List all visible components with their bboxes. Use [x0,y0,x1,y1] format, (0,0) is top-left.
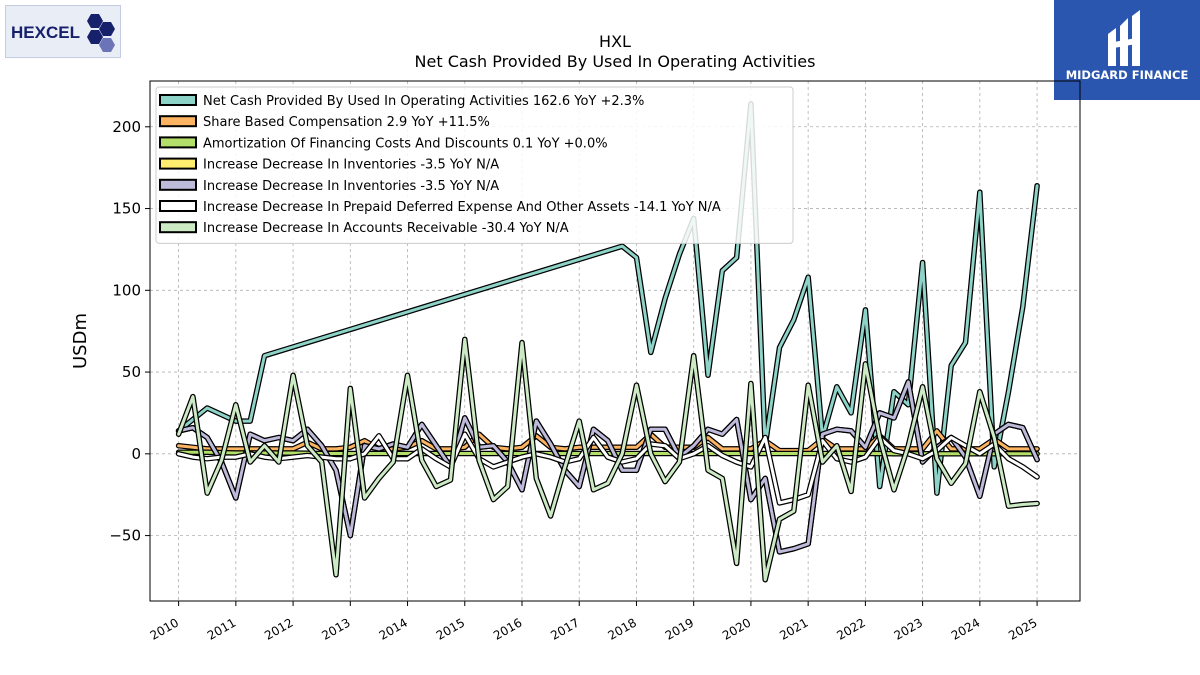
x-tick-label: 2025 [1006,615,1039,642]
x-tick-label: 2019 [663,615,696,642]
series-line-4 [177,380,1039,554]
hexagon-cluster-icon [87,14,115,52]
legend-entry: Increase Decrease In Accounts Receivable… [203,221,569,236]
x-tick-label: 2018 [606,615,639,642]
legend: Net Cash Provided By Used In Operating A… [155,86,794,244]
legend-swatch [159,200,197,212]
x-tick-label: 2022 [834,615,867,642]
y-tick-label: 0 [131,445,141,463]
legend-entry: Increase Decrease In Inventories -3.5 Yo… [203,179,499,194]
chart-subtitle: Net Cash Provided By Used In Operating A… [414,52,816,71]
x-tick-label: 2015 [434,615,467,642]
y-tick-label: 200 [112,118,141,136]
x-tick-label: 2016 [491,615,524,642]
y-tick-label: −50 [109,527,141,545]
y-tick-label: 100 [112,281,141,299]
legend-entry: Amortization Of Financing Costs And Disc… [203,136,608,151]
legend-box [155,86,794,244]
plot-border [149,80,1081,602]
legend-swatch [159,178,197,191]
legend-entry: Increase Decrease In Prepaid Deferred Ex… [203,200,721,215]
x-tick-label: 2023 [892,615,925,642]
x-tick-label: 2024 [949,615,982,642]
series-line-0 [177,102,1039,495]
legend-swatch [159,221,197,234]
x-tick-label: 2014 [377,615,410,642]
legend-swatch [159,157,197,170]
x-tick-label: 2013 [319,615,352,642]
x-tick-label: 2017 [548,615,581,642]
legend-entry: Increase Decrease In Inventories -3.5 Yo… [203,158,499,173]
chart-title: HXL [599,32,631,51]
midgard-finance-logo: MIDGARD FINANCE [1054,0,1200,100]
x-tick-label: 2010 [148,615,181,642]
y-axis-label: USDm [70,313,91,369]
legend-swatch [159,115,197,128]
legend-swatch [159,94,197,106]
x-tick-label: 2012 [262,615,295,642]
x-tick-label: 2020 [720,615,753,642]
hexcel-logo: HEXCEL [5,5,121,58]
legend-entry: Net Cash Provided By Used In Operating A… [203,94,644,109]
midgard-logo-text: MIDGARD FINANCE [1065,68,1189,82]
hexcel-logo-text: HEXCEL [11,23,80,42]
legend-swatch [159,136,197,149]
series-line-6 [177,337,1039,582]
x-tick-label: 2011 [205,615,238,642]
y-tick-label: 50 [122,363,141,381]
midgard-emblem-icon [1108,10,1140,66]
legend-entry: Share Based Compensation 2.9 YoY +11.5% [203,115,490,130]
x-tick-label: 2021 [777,615,810,642]
series-group [175,101,1040,583]
series-line-5 [177,432,1039,505]
y-tick-label: 150 [112,200,141,218]
